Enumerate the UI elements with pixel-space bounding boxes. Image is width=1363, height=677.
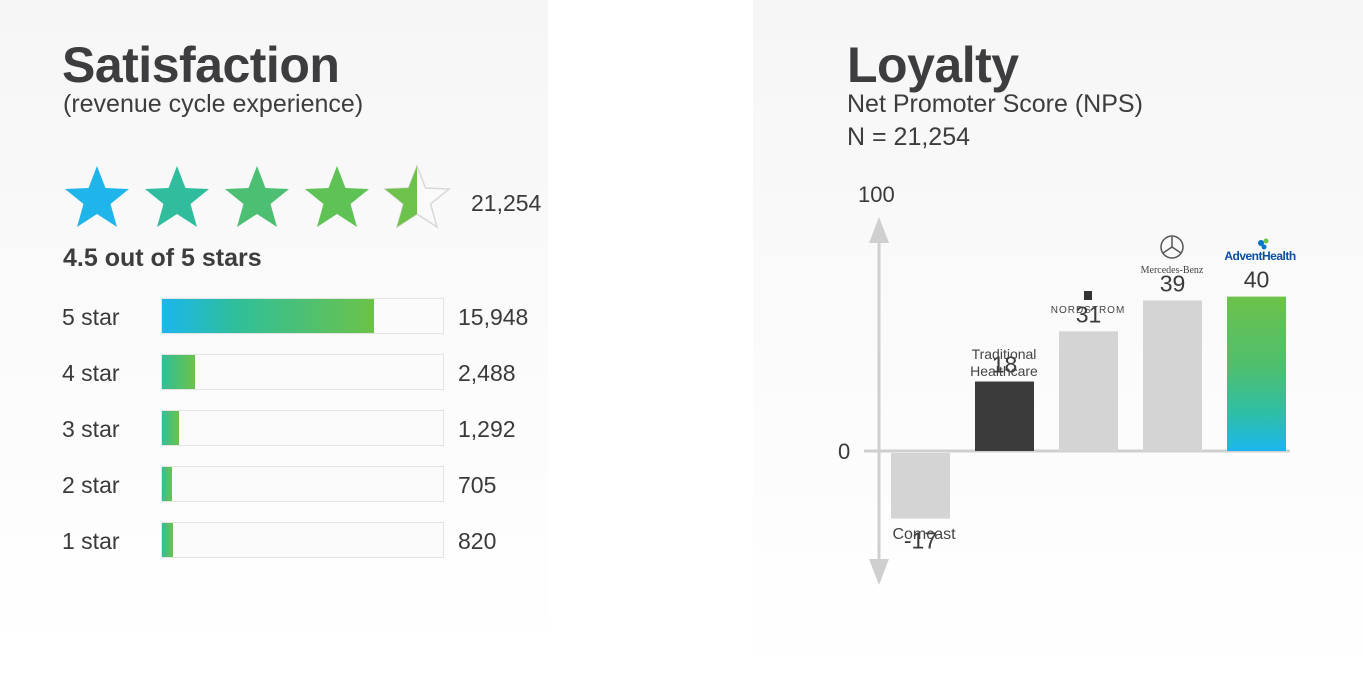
distribution-bar	[162, 523, 173, 557]
mercedes-star-icon	[1160, 235, 1184, 259]
star-icon	[382, 164, 452, 229]
comcast-brand-label: Comcast	[892, 526, 956, 543]
distribution-row: 5 star 15,948	[62, 298, 542, 338]
nps-bar	[1143, 300, 1202, 451]
adventhealth-brand-label: AdventHealth	[1224, 249, 1296, 263]
satisfaction-title: Satisfaction	[62, 37, 340, 93]
nps-bar	[891, 453, 950, 519]
distribution-row: 4 star 2,488	[62, 354, 542, 394]
y-tick-zero: 0	[838, 439, 850, 464]
distribution-track	[161, 410, 444, 446]
distribution-label: 2 star	[62, 472, 120, 498]
mercedes-logo: Mercedes-Benz	[1141, 235, 1204, 276]
distribution-track	[161, 298, 444, 334]
star-icon	[225, 166, 289, 227]
distribution-row: 1 star 820	[62, 522, 542, 562]
nps-bar	[975, 381, 1034, 451]
nps-value-label: 39	[1160, 270, 1186, 296]
distribution-bar	[162, 467, 172, 501]
loyalty-subtitle: Net Promoter Score (NPS)	[847, 90, 1143, 118]
nps-value-label: 40	[1244, 267, 1270, 293]
distribution-count: 820	[458, 528, 497, 554]
nps-value-label: 31	[1076, 301, 1102, 327]
star-icon	[65, 166, 129, 227]
distribution-label: 5 star	[62, 304, 120, 330]
nps-value-label: -17	[904, 528, 937, 554]
traditional-healthcare-label: Traditional Healthcare	[970, 346, 1038, 379]
distribution-track	[161, 466, 444, 502]
y-axis-arrow-up	[869, 217, 889, 243]
nps-bar	[1059, 331, 1118, 451]
satisfaction-subtitle: (revenue cycle experience)	[63, 90, 364, 118]
loyalty-title: Loyalty	[847, 37, 1019, 93]
distribution-track	[161, 522, 444, 558]
adventhealth-emblem-icon	[1258, 240, 1264, 246]
distribution-track	[161, 354, 444, 390]
traditional-label-line-1: Traditional	[972, 346, 1037, 362]
y-tick-max: 100	[858, 182, 895, 207]
nordstrom-brand-label: NORDSTROM	[1051, 305, 1126, 316]
distribution-count: 15,948	[458, 304, 529, 330]
distribution-label: 3 star	[62, 416, 120, 442]
nordstrom-logo: NORDSTROM	[1051, 291, 1126, 316]
star-icon	[145, 166, 209, 227]
distribution-bar	[162, 355, 195, 389]
review-count: 21,254	[471, 190, 542, 216]
distribution-label: 4 star	[62, 360, 120, 386]
distribution-row: 2 star 705	[62, 466, 542, 506]
nps-chart: 100 0 -17 18 31 39 40 Comcast Traditional He…	[838, 182, 1296, 585]
adventhealth-logo: AdventHealth	[1224, 238, 1296, 263]
sample-size: N = 21,254	[847, 123, 971, 151]
distribution-count: 1,292	[458, 416, 516, 442]
distribution-label: 1 star	[62, 528, 120, 554]
distribution-count: 705	[458, 472, 497, 498]
comcast-logo: Comcast	[892, 526, 956, 543]
nordstrom-emblem-icon	[1084, 291, 1092, 300]
distribution-bar	[162, 411, 179, 445]
nps-bar	[1227, 296, 1286, 451]
distribution-count: 2,488	[458, 360, 516, 386]
mercedes-brand-label: Mercedes-Benz	[1141, 265, 1204, 276]
rating-text: 4.5 out of 5 stars	[63, 244, 262, 272]
nps-value-label: 18	[992, 352, 1018, 378]
y-axis-arrow-down	[869, 559, 889, 585]
traditional-label-line-2: Healthcare	[970, 363, 1038, 379]
distribution-bar	[162, 299, 374, 333]
star-icon	[305, 166, 369, 227]
distribution-row: 3 star 1,292	[62, 410, 542, 450]
